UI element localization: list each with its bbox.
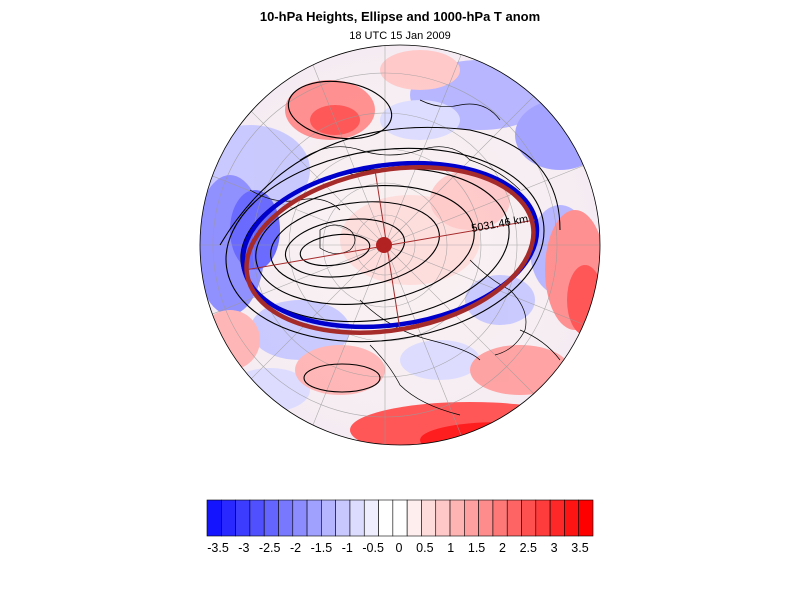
colorbar-box [306,499,322,537]
colorbar-tick-label: 1.5 [467,541,486,555]
colorbar-box [349,499,365,537]
ellipse-center-marker [376,237,392,253]
colorbar-box [478,499,494,537]
colorbar-box [206,499,222,537]
colorbar-tick-label: 1 [447,541,455,555]
colorbar-box [235,499,251,537]
colorbar-tick-label: -3.5 [207,541,229,555]
colorbar-box [564,499,580,537]
red-ellipse [244,165,536,335]
colorbar-box [363,499,379,537]
colorbar-box [392,499,408,537]
colorbar-box [535,499,551,537]
colorbar-tick-label: -2 [290,541,302,555]
colorbar-box [521,499,537,537]
colorbar-tick-label: 3.5 [571,541,589,555]
colorbar-box [549,499,565,537]
globe-disk [200,45,600,445]
colorbar-box [378,499,394,537]
colorbar-box [278,499,294,537]
colorbar-tick-label: 2 [498,541,506,555]
blue-ellipse [240,160,540,330]
colorbar-box [321,499,336,537]
colorbar-box [263,499,279,537]
colorbar-box [506,499,522,537]
colorbar-box [492,499,508,537]
colorbar-tick-label: -2.5 [258,541,281,555]
colorbar-tick-label: 3 [550,541,558,555]
colorbar-box [421,499,437,537]
colorbar-tick-label: -3 [238,541,250,555]
map-title: 10-hPa Heights, Ellipse and 1000-hPa T a… [259,9,541,24]
colorbar-box [249,499,265,537]
colorbar-tick-label: 2.5 [519,541,537,555]
colorbar-box [449,499,465,537]
colorbar-box [221,499,236,537]
colorbar-box [435,499,451,537]
colorbar-labels: -3.5 -3 -2.5 -2 -1.5 -1 -0.5 0 0.5 1 1.5 2 2.5 3 3.5 [0,541,800,563]
colorbar-tick-label: 0.5 [416,541,434,555]
colorbar-box [292,499,308,537]
globe-border [199,44,601,446]
colorbar [206,499,594,537]
colorbar-box [335,499,351,537]
colorbar-tick-label: -0.5 [362,541,384,555]
map-subtitle: 18 UTC 15 Jan 2009 [349,30,451,42]
colorbar-tick-label: -1 [341,541,353,555]
colorbar-tick-label: -1.5 [310,541,333,555]
colorbar-box [406,499,422,537]
colorbar-tick-label: 0 [395,541,403,555]
colorbar-box [578,499,594,537]
colorbar-box [464,499,479,537]
height-contours [219,80,561,393]
